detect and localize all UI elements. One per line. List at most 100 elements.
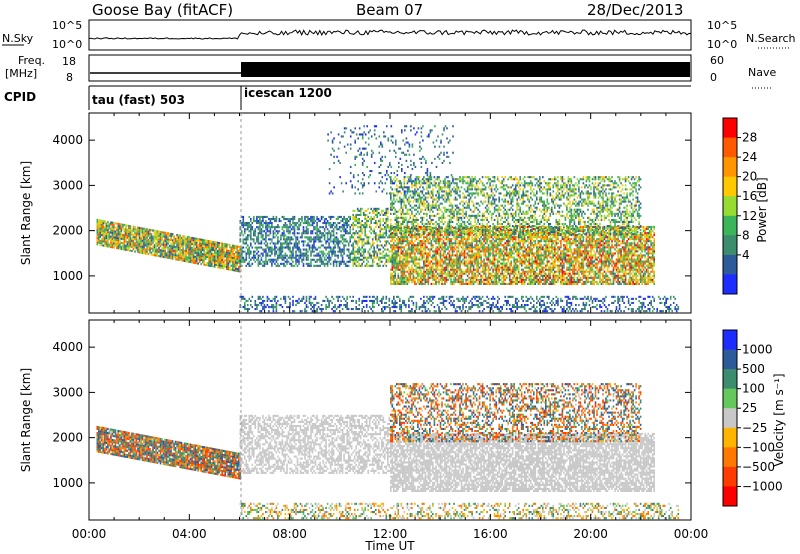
power-cell bbox=[486, 283, 488, 285]
power-cell bbox=[389, 259, 391, 261]
power-cell bbox=[366, 265, 368, 267]
cpid-label: CPID bbox=[4, 90, 36, 104]
power-cell bbox=[533, 244, 535, 246]
power-cell bbox=[408, 242, 410, 244]
power-cell bbox=[411, 269, 413, 271]
power-cell bbox=[465, 252, 467, 254]
power-cell bbox=[355, 216, 357, 218]
power-cell bbox=[450, 279, 452, 281]
power-cell bbox=[313, 255, 315, 257]
power-cell bbox=[357, 218, 359, 220]
power-cell bbox=[289, 232, 291, 234]
power-cell bbox=[270, 222, 272, 224]
power-cell bbox=[187, 240, 189, 242]
power-cell bbox=[298, 255, 300, 257]
power-cell bbox=[495, 267, 497, 269]
power-cell bbox=[492, 259, 494, 261]
power-cell bbox=[519, 242, 521, 244]
power-cell bbox=[231, 253, 233, 255]
power-cell bbox=[370, 255, 372, 257]
power-cell bbox=[411, 265, 413, 267]
power-cell bbox=[467, 236, 469, 238]
power-cell bbox=[298, 232, 300, 234]
power-cell bbox=[414, 256, 416, 258]
power-cell bbox=[355, 214, 357, 216]
power-cell bbox=[428, 238, 430, 240]
power-cell bbox=[386, 259, 388, 261]
power-cell bbox=[516, 250, 518, 252]
power-cell bbox=[404, 279, 406, 281]
power-cell bbox=[482, 234, 484, 236]
power-cell bbox=[274, 228, 276, 230]
power-cell bbox=[467, 242, 469, 244]
power-cell bbox=[333, 253, 335, 255]
power-cell bbox=[524, 259, 526, 261]
power-cell bbox=[548, 277, 550, 279]
power-cell bbox=[434, 240, 436, 242]
power-cell bbox=[215, 244, 217, 246]
power-cell bbox=[330, 216, 332, 218]
power-cell bbox=[467, 265, 469, 267]
power-cell bbox=[504, 242, 506, 244]
power-cell bbox=[408, 244, 410, 246]
power-cell bbox=[419, 267, 421, 269]
power-cell bbox=[160, 245, 162, 247]
power-cell bbox=[380, 214, 382, 216]
power-cell bbox=[551, 248, 553, 250]
power-cell bbox=[435, 279, 437, 281]
power-cell bbox=[482, 271, 484, 273]
power-cell bbox=[504, 254, 506, 256]
power-cell bbox=[386, 210, 388, 212]
power-cell bbox=[101, 242, 103, 244]
power-cell bbox=[303, 255, 305, 257]
power-cell bbox=[408, 267, 410, 269]
power-cell bbox=[417, 271, 419, 273]
power-cell bbox=[518, 244, 520, 246]
power-cell bbox=[172, 239, 174, 241]
power-cell bbox=[437, 267, 439, 269]
power-cell bbox=[541, 267, 543, 269]
power-cell bbox=[346, 240, 348, 242]
power-cell bbox=[330, 234, 332, 236]
power-cell bbox=[408, 234, 410, 236]
power-cell bbox=[217, 262, 219, 264]
power-cell bbox=[343, 228, 345, 230]
power-cell bbox=[244, 230, 246, 232]
power-cell bbox=[328, 222, 330, 224]
power-cell bbox=[399, 242, 401, 244]
power-cell bbox=[214, 241, 216, 243]
power-cell bbox=[392, 248, 394, 250]
power-cell bbox=[479, 248, 481, 250]
power-cell bbox=[106, 243, 108, 245]
power-cell bbox=[503, 277, 505, 279]
power-cell bbox=[104, 226, 106, 228]
power-cell bbox=[486, 281, 488, 283]
power-cell bbox=[115, 226, 117, 228]
power-cell bbox=[550, 252, 552, 254]
power-cell bbox=[322, 244, 324, 246]
power-cell bbox=[256, 240, 258, 242]
power-cell bbox=[169, 257, 171, 259]
power-cell bbox=[547, 263, 549, 265]
power-cell bbox=[357, 210, 359, 212]
power-cell bbox=[139, 227, 141, 229]
power-cell bbox=[261, 259, 263, 261]
power-cell bbox=[447, 236, 449, 238]
power-cell bbox=[399, 259, 401, 261]
power-cell bbox=[205, 242, 207, 244]
power-cell bbox=[98, 227, 100, 229]
power-cell bbox=[548, 232, 550, 234]
power-cell bbox=[226, 250, 228, 252]
power-cell bbox=[107, 243, 109, 245]
power-cell bbox=[541, 238, 543, 240]
power-cell bbox=[529, 271, 531, 273]
power-cell bbox=[377, 222, 379, 224]
power-cell bbox=[298, 261, 300, 263]
power-cell bbox=[544, 271, 546, 273]
power-cell bbox=[280, 242, 282, 244]
power-cell bbox=[280, 249, 282, 251]
power-cell bbox=[458, 275, 460, 277]
power-cell bbox=[429, 250, 431, 252]
power-cell bbox=[212, 257, 214, 259]
power-cell bbox=[529, 267, 531, 269]
